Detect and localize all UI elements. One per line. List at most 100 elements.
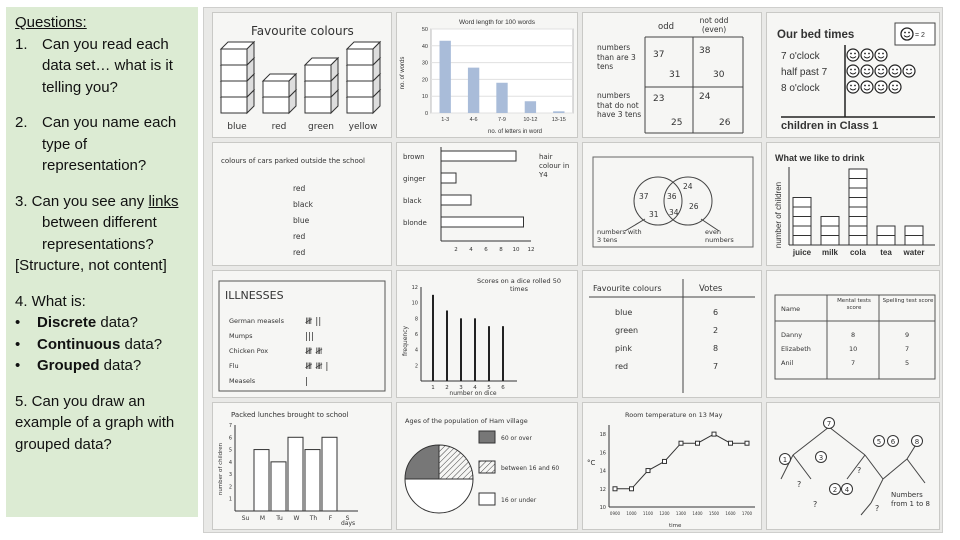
carroll-cell-value: 38: [699, 46, 711, 56]
y-tick-label: 50: [422, 27, 428, 33]
y-tick-label: 8: [415, 316, 418, 322]
block: [848, 197, 868, 208]
tally-title: ILLNESSES: [225, 289, 284, 302]
smiley-eye: [850, 52, 852, 55]
smiley-eye: [864, 52, 866, 55]
smiley-icon: [888, 64, 902, 78]
smiley-eye: [850, 68, 852, 71]
x-tick-label: W: [294, 515, 300, 522]
dice-chart: Scores on a dice rolled 50 times frequen…: [402, 277, 561, 397]
favourite-colours-table: Favourite colours Votes blue 6 green 2 p…: [582, 270, 762, 398]
tally-marks: |||: [305, 332, 314, 342]
tally-marks: |: [305, 377, 308, 387]
smiley-icon: [874, 64, 888, 78]
question-2: 2. Can you name each type of representat…: [15, 112, 192, 177]
questions-panel: Questions: 1. Can you read each data set…: [6, 7, 198, 517]
hair-colour-chart: hair colour in Y4 brown ginger black blonde…: [403, 147, 569, 253]
x-tick-label: 4: [469, 247, 473, 253]
tally-row-name: German measels: [229, 317, 285, 325]
venn-value: 36: [667, 192, 677, 201]
scores-table-cell: 10: [849, 345, 857, 353]
block-graph-category: yellow: [349, 122, 378, 132]
scores-table-cell: Anil: [781, 359, 793, 367]
y-tick-label: 18: [600, 432, 606, 438]
pictogram-row-label: 8 o'clock: [781, 83, 821, 94]
block: [820, 225, 840, 236]
smiley-eye: [878, 68, 880, 71]
scores-table-cell: 8: [851, 331, 855, 339]
y-tick-label: 10: [600, 505, 606, 511]
question-4-title: 4. What is:: [15, 292, 86, 310]
question-2-text: Can you name each type of representation…: [42, 114, 177, 174]
carroll-cell-value: 25: [671, 118, 682, 128]
venn-right-circle: [663, 176, 713, 226]
dice-bar-line-graph: Scores on a dice rolled 50 times frequen…: [396, 270, 578, 398]
scores-table-cell: Danny: [781, 331, 802, 339]
pie-slice: [404, 444, 440, 480]
x-tick-label: 0900: [610, 511, 621, 516]
smiley-eye: [854, 84, 856, 87]
scores-table-cell: 7: [905, 345, 909, 353]
packed-lunches-title: Packed lunches brought to school: [231, 411, 349, 419]
question-4-item: • Grouped data?: [15, 357, 142, 374]
bar: [287, 436, 304, 512]
question-3: 3. Can you see any links between differe…: [15, 191, 192, 256]
x-tick-label: Tu: [275, 515, 283, 522]
tree-node: 2: [829, 483, 841, 495]
pictogram-svg: Our bed times = 2 children in Class 1 7 …: [777, 22, 936, 132]
data-point: [744, 440, 750, 446]
smiley-icon: [860, 80, 874, 94]
scores-table-cell: Elizabeth: [781, 345, 811, 353]
dice-xlabel: number on dice: [449, 390, 496, 397]
y-tick-label: 0: [425, 111, 428, 117]
smiley-icon: [874, 80, 888, 94]
tree-caption: Numbers from 1 to 8: [891, 491, 930, 508]
smiley-eye: [864, 84, 866, 87]
drink-category: tea: [880, 248, 892, 257]
smiley-eye: [892, 84, 894, 87]
car-colour-item: black: [293, 200, 314, 209]
temperature-chart: Room temperature on 13 May °C time 10 12 1…: [587, 411, 755, 529]
x-tick-label: S: [346, 515, 350, 522]
smiley-eye: [868, 84, 870, 87]
y-tick-label: 1: [229, 497, 232, 503]
question-2-number: 2.: [15, 114, 28, 131]
carroll-diagram: odd not odd (even) numbers than are 3 te…: [582, 12, 762, 138]
venn-value: 31: [649, 210, 659, 219]
venn-value: 34: [669, 208, 679, 217]
x-tick-label: 8: [499, 247, 503, 253]
pictogram-row-label: 7 o'clock: [781, 51, 821, 62]
smiley-mouth: [877, 56, 885, 59]
packed-lunches-xlabel: days: [341, 520, 355, 527]
ages-pie-chart: Ages of the population of Ham village 60…: [396, 402, 578, 530]
tree-node-label: 4: [845, 486, 850, 494]
carroll-col-even: not odd (even): [699, 16, 729, 34]
block-graph: Favourite colours blue red green yellow: [219, 24, 382, 132]
fav-table-cell: red: [615, 362, 628, 371]
tally-row-name: Measels: [229, 377, 256, 385]
temperature-xlabel: time: [669, 523, 682, 529]
tree-node-label: 7: [827, 420, 831, 428]
car-colours-title: colours of cars parked outside the schoo…: [221, 157, 365, 165]
question-3-pre: 3. Can you see any: [15, 192, 145, 210]
scores-table-header: Name: [781, 305, 800, 313]
venn-border: [592, 156, 754, 248]
tree-node: 8: [911, 435, 923, 447]
venn-value: 24: [683, 182, 693, 191]
questions-heading: Questions:: [15, 14, 87, 31]
block: [346, 64, 374, 82]
smiley-mouth: [877, 72, 885, 75]
tally-border: [218, 280, 386, 392]
pie-chart-svg: Ages of the population of Ham village 60…: [404, 417, 559, 514]
tally-row-name: Chicken Pox: [229, 347, 268, 355]
tree-question-mark: ?: [857, 466, 861, 475]
x-tick-label: 1: [431, 385, 435, 391]
x-tick-label: 1200: [659, 511, 670, 516]
drink-ylabel: number of children: [774, 182, 783, 248]
car-colour-item: red: [293, 232, 306, 241]
tree-node-label: 3: [819, 454, 823, 462]
block: [304, 64, 332, 82]
fav-table-cell: 7: [713, 362, 718, 371]
smiley-eye: [868, 52, 870, 55]
x-tick-label: 7-9: [498, 117, 506, 123]
